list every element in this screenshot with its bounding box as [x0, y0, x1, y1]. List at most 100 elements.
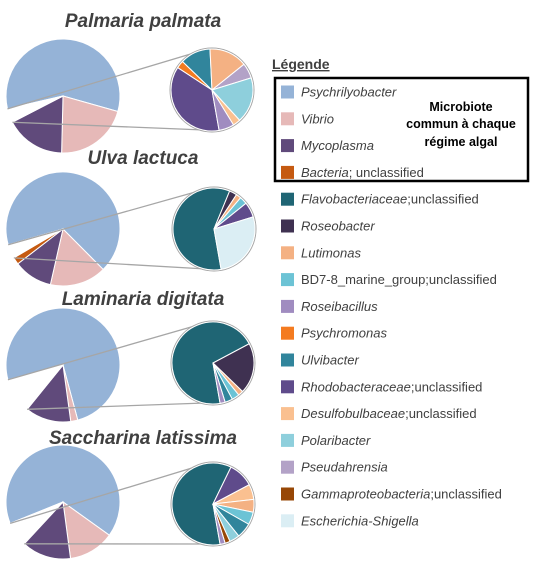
- legend-item-bacteria-unclassified: Bacteria; unclassified: [281, 165, 424, 180]
- detail-pie: [170, 461, 256, 547]
- detail-pie: [169, 47, 255, 133]
- detail-pie-outline: [169, 47, 255, 133]
- main-slice-psychrilyobacter: [5, 444, 121, 536]
- detail-pie: [171, 186, 257, 272]
- legend-swatch: [281, 273, 294, 287]
- legend-swatch: [281, 85, 294, 99]
- legend-label: Vibrio: [301, 111, 334, 126]
- legend-title: Légende: [272, 56, 330, 72]
- legend-item-roseibacillus: Roseibacillus: [281, 299, 378, 314]
- detail-slice-flavobacteriaceae-unclassified: [172, 187, 231, 271]
- legend-item-bd7-8-marine-group-unclassified: BD7-8_marine_group;unclassified: [281, 272, 497, 287]
- detail-slice-roseibacillus: [212, 503, 226, 545]
- legend-swatch: [281, 112, 294, 126]
- legend-item-escherichia-shigella: Escherichia-Shigella: [281, 513, 419, 528]
- detail-slice-roseibacillus: [212, 362, 226, 404]
- legend-label: Ulvibacter: [301, 353, 359, 368]
- panel-palmaria-palmata: Palmaria palmata: [5, 11, 255, 154]
- panel-title: Laminaria digitata: [62, 289, 225, 310]
- detail-slice-roseobacter: [212, 343, 255, 393]
- detail-slice-flavobacteriaceae-unclassified: [171, 321, 250, 405]
- legend-items: Psychrilyobacter Vibrio Mycoplasma Bacteria…: [281, 85, 502, 528]
- legend-label: Psychrilyobacter: [301, 85, 397, 100]
- legend-item-psychromonas: Psychromonas: [281, 326, 387, 341]
- legend-item-rhodobacteraceae-unclassified: Rhodobacteraceae;unclassified: [281, 379, 482, 394]
- legend-label: Escherichia-Shigella: [301, 513, 419, 528]
- legend-label: Gammaproteobacteria;unclassified: [301, 487, 502, 502]
- main-slice-vibrio: [49, 228, 104, 287]
- detail-pie-outline: [170, 461, 256, 547]
- legend-label: Rhodobacteraceae;unclassified: [301, 379, 482, 394]
- zoom-line-bottom: [27, 402, 206, 410]
- legend-item-gammaproteobacteria-unclassified: Gammaproteobacteria;unclassified: [281, 487, 502, 502]
- legend-swatch: [281, 326, 294, 340]
- legend-swatch: [281, 487, 294, 501]
- legend-label: Polaribacter: [301, 433, 371, 448]
- legend-swatch: [281, 460, 294, 474]
- legend: Légende Microbiote commun à chaque régim…: [272, 56, 530, 528]
- legend-label: Flavobacteriaceae;unclassified: [301, 192, 479, 207]
- zoom-line-top: [7, 322, 206, 381]
- legend-item-desulfobulbaceae-unclassified: Desulfobulbaceae;unclassified: [281, 406, 477, 421]
- legend-note-line-3: régime algal: [425, 135, 498, 149]
- detail-slice-escherichia-shigella: [213, 216, 256, 270]
- legend-swatch: [281, 219, 294, 233]
- legend-label: Roseibacillus: [301, 299, 378, 314]
- common-microbiota-box: [273, 76, 530, 183]
- legend-note-line-2: commun à chaque: [406, 117, 516, 131]
- detail-slice-rhodobacteraceae-unclassified: [170, 66, 220, 132]
- main-slice-vibrio: [61, 95, 119, 154]
- legend-item-roseobacter: Roseobacter: [281, 219, 375, 234]
- legend-swatch: [281, 433, 294, 447]
- zoom-line-bottom: [13, 257, 207, 270]
- panel-laminaria-digitata: Laminaria digitata: [5, 289, 256, 423]
- main-slice-psychrilyobacter: [5, 38, 121, 113]
- zoom-line-top: [9, 463, 206, 524]
- legend-label: Mycoplasma: [301, 138, 374, 153]
- legend-label: Bacteria; unclassified: [301, 165, 424, 180]
- legend-swatch: [281, 192, 294, 206]
- detail-pie: [170, 320, 256, 406]
- legend-swatch: [281, 246, 294, 260]
- detail-slice-roseibacillus: [211, 89, 235, 131]
- legend-label: Desulfobulbaceae;unclassified: [301, 406, 477, 421]
- detail-slice-polaribacter: [211, 77, 254, 121]
- panel-saccharina-latissima: Saccharina latissima: [5, 428, 256, 560]
- legend-swatch: [281, 353, 294, 367]
- legend-item-ulvibacter: Ulvibacter: [281, 353, 359, 368]
- zoom-line-top: [7, 49, 205, 110]
- main-pie: [5, 38, 121, 154]
- legend-label: Roseobacter: [301, 219, 375, 234]
- detail-pie-outline: [171, 186, 257, 272]
- legend-label: Pseudahrensia: [301, 460, 388, 475]
- legend-item-mycoplasma: Mycoplasma: [281, 138, 374, 153]
- legend-label: Lutimonas: [301, 245, 361, 260]
- legend-item-pseudahrensia: Pseudahrensia: [281, 460, 388, 475]
- legend-swatch: [281, 139, 294, 153]
- main-pie: [5, 307, 121, 423]
- main-pie: [5, 444, 121, 560]
- legend-item-lutimonas: Lutimonas: [281, 245, 361, 260]
- legend-item-vibrio: Vibrio: [281, 111, 334, 126]
- zoom-line-top: [8, 188, 207, 246]
- panel-ulva-lactuca: Ulva lactuca: [5, 148, 257, 287]
- main-slice-mycoplasma: [11, 95, 64, 154]
- legend-swatch: [281, 380, 294, 394]
- panel-title: Saccharina latissima: [49, 428, 237, 449]
- panel-title: Ulva lactuca: [88, 148, 199, 169]
- legend-swatch: [281, 407, 294, 421]
- main-slice-autres: [6, 95, 64, 123]
- pie-panels: Palmaria palmata Ulva lactuca Laminaria di…: [5, 11, 257, 560]
- detail-pie-outline: [170, 320, 256, 406]
- legend-label: Psychromonas: [301, 326, 387, 341]
- legend-swatch: [281, 299, 294, 313]
- legend-item-polaribacter: Polaribacter: [281, 433, 371, 448]
- main-slice-psychrilyobacter: [5, 171, 121, 271]
- legend-item-flavobacteriaceae-unclassified: Flavobacteriaceae;unclassified: [281, 192, 479, 207]
- legend-item-psychrilyobacter: Psychrilyobacter: [281, 85, 397, 100]
- zoom-line-bottom: [12, 121, 205, 131]
- legend-swatch: [281, 514, 294, 528]
- legend-label: BD7-8_marine_group;unclassified: [301, 272, 497, 287]
- legend-note-line-1: Microbiote: [429, 100, 492, 114]
